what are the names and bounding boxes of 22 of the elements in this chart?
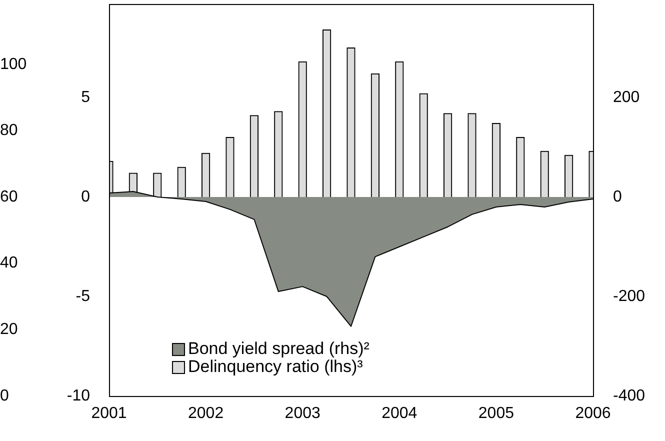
y3-tick-label: 40 — [0, 254, 18, 272]
y-tick-label: -5 — [76, 288, 90, 305]
y2-tick-label: 0 — [613, 188, 622, 206]
y3-tick-label: 80 — [0, 122, 18, 140]
legend-label: Delinquency ratio (lhs)³ — [188, 357, 363, 376]
y2-tick-label: -200 — [613, 288, 646, 305]
y2-tick-label: -400 — [613, 387, 646, 404]
y2-tick-label: 200 — [613, 88, 640, 106]
y-tick-label: 5 — [81, 88, 90, 106]
y-tick-label: -10 — [66, 387, 90, 404]
y3-tick-label: 0 — [0, 387, 9, 404]
x-tick-label: 2003 — [284, 405, 320, 422]
x-tick-label: 2001 — [91, 405, 127, 422]
y-tick-label: 0 — [81, 188, 90, 206]
x-tick-label: 2005 — [478, 405, 514, 422]
y3-tick-label: 100 — [0, 56, 27, 73]
x-tick-label: 2002 — [188, 405, 224, 422]
x-tick-label: 2004 — [382, 405, 418, 422]
x-tick-label: 2006 — [575, 405, 611, 422]
legend-label: Bond yield spread (rhs)² — [188, 339, 370, 358]
y3-tick-label: 60 — [0, 188, 18, 206]
y3-tick-label: 20 — [0, 321, 18, 338]
